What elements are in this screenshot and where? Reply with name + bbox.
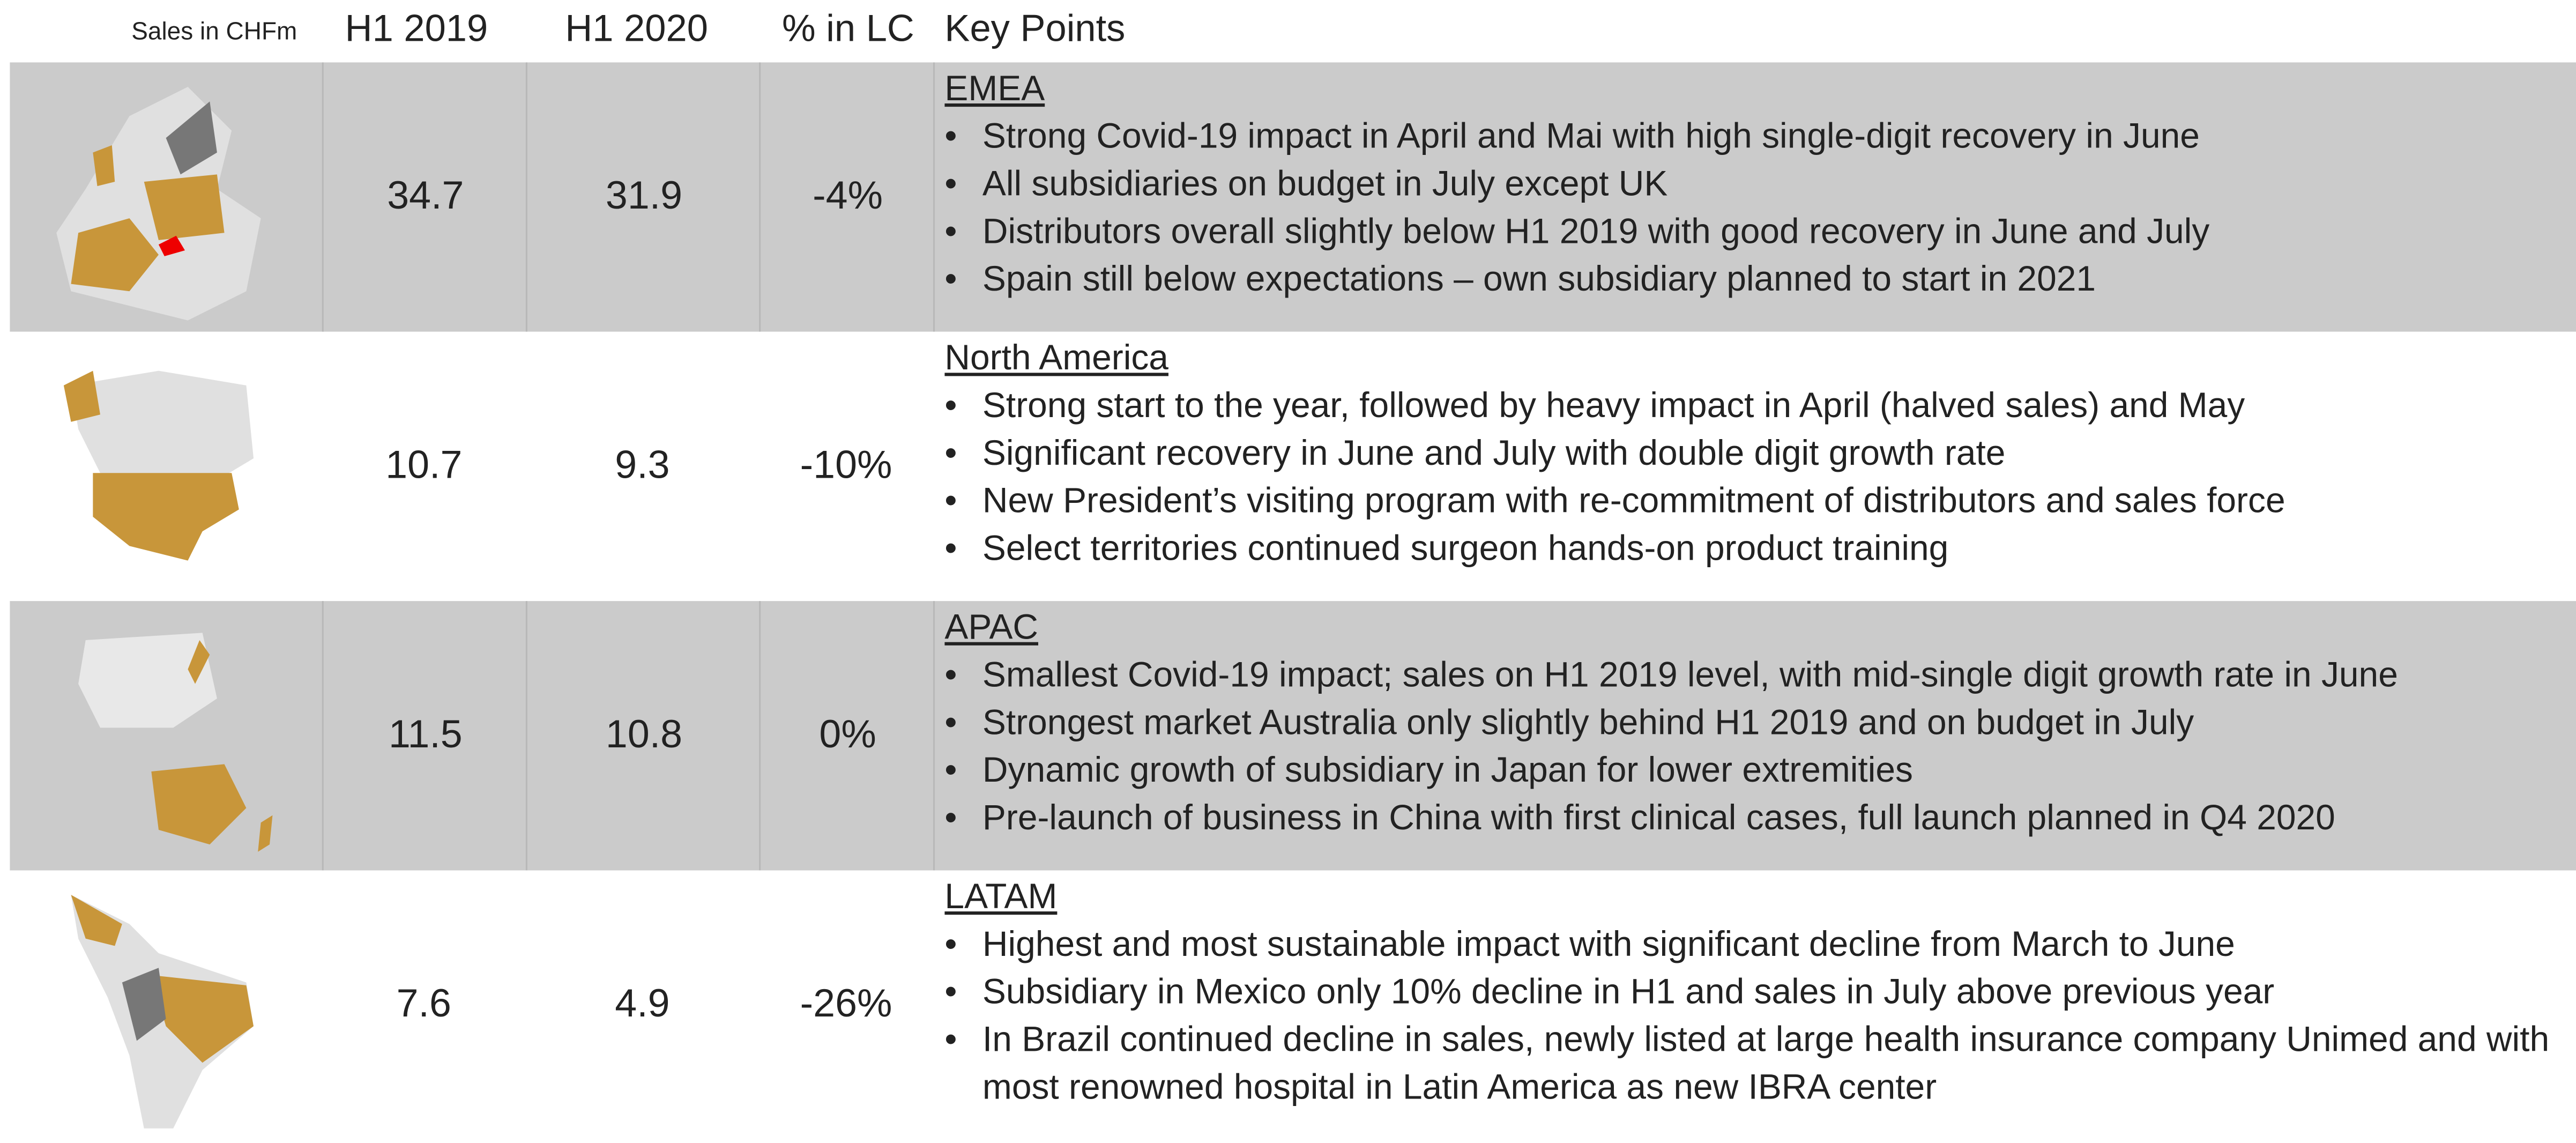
value-cell: 0% — [759, 601, 935, 871]
column-header: H1 2020 — [565, 6, 708, 49]
divider — [933, 62, 935, 332]
bullet-point: Spain still below expectations – own sub… — [944, 256, 2571, 304]
bullet-point: Strongest market Australia only slightly… — [944, 700, 2571, 747]
table-row: 7.6 4.9 -26% LATAMHighest and most sustaina… — [10, 870, 2576, 1140]
value-cell: 10.7 — [385, 443, 463, 488]
bullet-point: Highest and most sustainable impact with… — [944, 921, 2571, 969]
region-name: APAC — [944, 607, 1038, 647]
value-cell: 34.7 — [322, 62, 527, 332]
value-cell: 31.9 — [525, 62, 761, 332]
value-cell: -4% — [759, 62, 935, 332]
bullet-point: Smallest Covid-19 impact; sales on H1 20… — [944, 652, 2571, 700]
table-row: 11.510.80%APAC Smallest Covid-19 impact; … — [10, 601, 2576, 871]
bullet-point: New President’s visiting program with re… — [944, 478, 2571, 525]
value-cell: 9.3 — [615, 443, 670, 488]
header-label: Sales in CHFm — [131, 18, 297, 46]
region-name: EMEA — [944, 69, 1045, 109]
bullet-point: Dynamic growth of subsidiary in Japan fo… — [944, 747, 2571, 795]
table-row: 10.7 9.3 -10% North America Strong start to … — [10, 331, 2576, 602]
key-points: EMEAStrong Covid-19 impact in April and … — [944, 66, 2571, 304]
bullet-point: Strong start to the year, followed by he… — [944, 383, 2571, 431]
column-header: H1 2019 — [345, 6, 488, 49]
bullet-point: Select territories continued surgeon han… — [944, 525, 2571, 573]
bullet-point: Subsidiary in Mexico only 10% decline in… — [944, 969, 2571, 1016]
divider — [933, 601, 935, 871]
column-header: % in LC — [781, 6, 914, 49]
bullet-point: Strong Covid-19 impact in April and Mai … — [944, 113, 2571, 161]
region-map — [71, 895, 254, 1129]
bullet-point: All subsidiaries on budget in July excep… — [944, 161, 2571, 209]
bullet-point: Significant recovery in June and July wi… — [944, 431, 2571, 478]
value-cell: -10% — [800, 443, 892, 488]
value-cell: 10.8 — [525, 601, 761, 871]
value-cell: 4.9 — [615, 982, 670, 1027]
bullet-point: Pre-launch of business in China with fir… — [944, 795, 2571, 843]
value-cell: 11.5 — [322, 601, 527, 871]
bullet-point: In Brazil continued decline in sales, ne… — [944, 1016, 2571, 1112]
region-name: LATAM — [944, 877, 1058, 917]
region-name: North America — [944, 338, 1168, 378]
column-header: Key Points — [944, 6, 1126, 49]
bullet-point: Distributors overall slightly below H1 2… — [944, 209, 2571, 256]
value-cell: 7.6 — [396, 982, 451, 1027]
table-row: 34.731.9-4%EMEAStrong Covid-19 impact in… — [10, 62, 2576, 332]
key-points: LATAMHighest and most sustainable impact… — [944, 874, 2571, 1112]
value-cell: -26% — [800, 982, 892, 1027]
region-map — [78, 633, 273, 852]
key-points: North America Strong start to the year, f… — [944, 335, 2571, 573]
region-map — [56, 87, 261, 321]
key-points: APAC Smallest Covid-19 impact; sales on H… — [944, 604, 2571, 842]
region-map — [63, 370, 254, 561]
